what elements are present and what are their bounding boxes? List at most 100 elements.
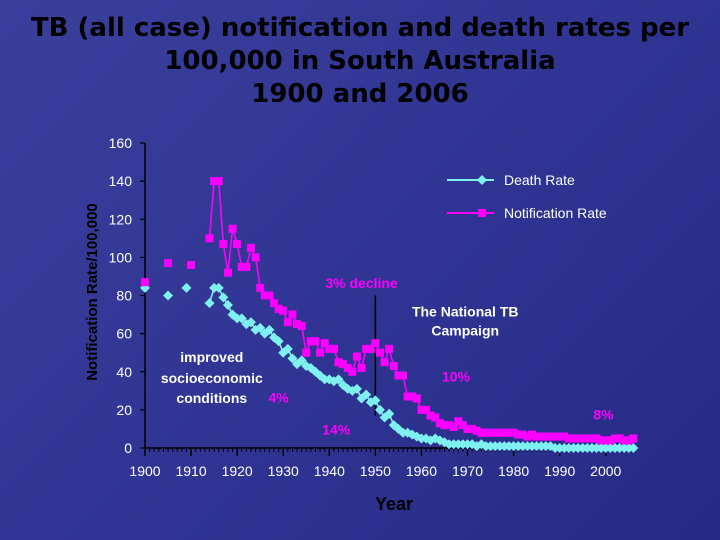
data-point	[624, 436, 633, 445]
x-tick-label: 1940	[314, 463, 345, 479]
annotation: conditions	[176, 390, 247, 406]
data-point	[574, 434, 583, 443]
data-point	[237, 262, 246, 271]
data-point	[385, 344, 394, 353]
data-point	[583, 434, 592, 443]
data-point	[223, 268, 232, 277]
data-point	[343, 363, 352, 372]
data-point	[339, 360, 348, 369]
data-point	[181, 282, 192, 293]
data-point	[233, 240, 242, 249]
data-point	[351, 383, 362, 394]
data-point	[228, 224, 237, 233]
data-point	[361, 389, 372, 400]
x-tick-label: 2000	[590, 463, 621, 479]
data-point	[255, 322, 266, 333]
y-axis-label: Notification Rate/100,000	[84, 203, 101, 381]
data-point	[357, 363, 366, 372]
data-point	[316, 348, 325, 357]
legend-marker	[478, 209, 486, 217]
y-tick-label: 60	[116, 326, 132, 342]
annotation: 14%	[322, 422, 351, 438]
data-point	[546, 432, 555, 441]
y-tick-label: 100	[109, 249, 133, 265]
data-point	[523, 432, 532, 441]
data-point	[311, 337, 320, 346]
data-point	[251, 253, 260, 262]
chart-title-line-2: 100,000 in South Australia	[164, 46, 556, 76]
data-point	[204, 298, 215, 309]
x-tick-label: 1910	[175, 463, 206, 479]
data-point	[518, 430, 527, 439]
data-point	[597, 436, 606, 445]
data-point	[245, 317, 256, 328]
data-point	[283, 318, 292, 327]
data-point	[293, 320, 302, 329]
data-point	[468, 424, 477, 433]
data-point	[472, 426, 481, 435]
data-point	[214, 177, 223, 186]
series-death-rate	[140, 282, 639, 453]
data-point	[279, 306, 288, 315]
data-point	[334, 358, 343, 367]
annotation: The National TB	[412, 303, 519, 319]
series-notification-rate	[141, 177, 638, 445]
data-point	[412, 394, 421, 403]
data-point	[274, 304, 283, 313]
data-point	[509, 428, 518, 437]
legend-label: Notification Rate	[504, 205, 607, 221]
y-tick-label: 80	[116, 288, 132, 304]
data-point	[370, 395, 381, 406]
data-point	[260, 291, 269, 300]
data-point	[141, 278, 149, 287]
data-point	[408, 392, 417, 401]
data-point	[532, 432, 541, 441]
data-point	[348, 367, 357, 376]
data-point	[606, 436, 615, 445]
data-point	[569, 434, 578, 443]
data-point	[270, 299, 279, 308]
legend: Death Rate Notification Rate	[447, 172, 607, 221]
annotation: Campaign	[431, 323, 499, 339]
chart-title-line-3: 1900 and 2006	[251, 79, 469, 109]
data-point	[486, 428, 495, 437]
chart-title: TB (all case) notification and death rat…	[20, 12, 700, 111]
data-point	[246, 243, 255, 252]
data-point	[374, 404, 385, 415]
data-point	[296, 355, 307, 366]
x-axis-label: Year	[375, 494, 413, 514]
data-point	[218, 292, 229, 303]
data-point	[615, 434, 624, 443]
data-point	[236, 313, 247, 324]
data-point	[362, 344, 371, 353]
data-point	[435, 419, 444, 428]
annotation: improved	[180, 349, 243, 365]
annotation: socioeconomic	[161, 370, 263, 386]
data-point	[417, 405, 426, 414]
x-tick-label: 1970	[452, 463, 483, 479]
data-point	[426, 411, 435, 420]
data-point	[210, 177, 219, 186]
data-point	[333, 374, 344, 385]
x-tick-label: 1900	[129, 463, 160, 479]
data-point	[481, 428, 490, 437]
data-point	[297, 322, 306, 330]
data-point	[187, 261, 196, 269]
data-point	[454, 417, 463, 426]
data-point	[431, 413, 440, 422]
data-point	[500, 428, 509, 437]
data-point	[537, 432, 546, 441]
data-point	[422, 405, 431, 414]
data-point	[256, 283, 265, 292]
data-point	[449, 423, 458, 432]
data-point	[514, 430, 523, 439]
data-point	[302, 348, 311, 357]
data-point	[564, 434, 573, 443]
data-point	[384, 408, 395, 419]
data-point	[288, 310, 297, 319]
data-point	[560, 432, 569, 441]
data-point	[222, 300, 233, 311]
data-point	[371, 339, 380, 348]
data-point	[306, 337, 315, 346]
